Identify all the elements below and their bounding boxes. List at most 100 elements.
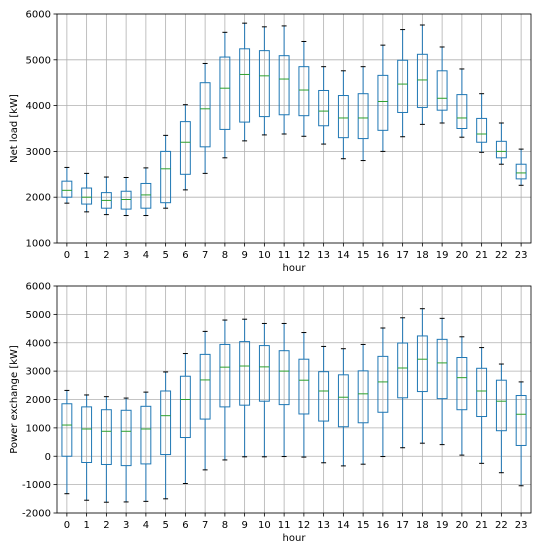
box-0 bbox=[61, 389, 73, 495]
x-tick-label: 3 bbox=[123, 520, 129, 531]
x-tick-label: 7 bbox=[202, 250, 208, 261]
x-tick-label: 0 bbox=[64, 250, 70, 261]
box-iqr bbox=[199, 353, 211, 420]
box-iqr bbox=[160, 150, 172, 204]
box-8 bbox=[219, 319, 231, 461]
box-20 bbox=[456, 68, 468, 138]
box-iqr bbox=[337, 374, 349, 428]
x-tick-label: 15 bbox=[357, 520, 370, 531]
x-tick-label: 21 bbox=[475, 520, 488, 531]
box-0 bbox=[61, 166, 73, 204]
x-tick-label: 3 bbox=[123, 250, 129, 261]
x-tick-label: 22 bbox=[495, 250, 508, 261]
box-2 bbox=[100, 176, 112, 216]
x-tick-label: 9 bbox=[241, 520, 247, 531]
x-tick-label: 19 bbox=[436, 520, 449, 531]
box-18 bbox=[416, 308, 428, 444]
box-21 bbox=[476, 93, 488, 153]
box-iqr bbox=[416, 53, 428, 108]
box-iqr bbox=[515, 163, 527, 180]
box-16 bbox=[377, 44, 389, 152]
box-1 bbox=[81, 394, 93, 501]
box-iqr bbox=[120, 190, 132, 210]
box-iqr bbox=[278, 55, 290, 116]
box-23 bbox=[515, 148, 527, 186]
x-tick-label: 2 bbox=[103, 520, 109, 531]
x-tick-label: 18 bbox=[416, 250, 429, 261]
y-tick-label: -2000 bbox=[22, 509, 51, 520]
box-10 bbox=[258, 322, 270, 458]
box-iqr bbox=[495, 140, 507, 159]
box-iqr bbox=[318, 371, 330, 422]
x-tick-label: 4 bbox=[143, 520, 149, 531]
x-tick-label: 9 bbox=[241, 250, 247, 261]
box-iqr bbox=[219, 56, 231, 130]
box-iqr bbox=[140, 182, 152, 209]
box-17 bbox=[397, 317, 409, 449]
box-iqr bbox=[416, 335, 428, 393]
y-tick-label: -1000 bbox=[22, 480, 51, 491]
box-iqr bbox=[258, 345, 270, 402]
x-tick-label: 23 bbox=[515, 250, 528, 261]
x-tick-label: 18 bbox=[416, 520, 429, 531]
box-iqr bbox=[318, 89, 330, 127]
box-iqr bbox=[100, 409, 112, 465]
y-tick-label: 0 bbox=[45, 452, 51, 463]
box-iqr bbox=[298, 358, 310, 415]
x-tick-label: 1 bbox=[83, 250, 89, 261]
box-8 bbox=[219, 31, 231, 159]
x-axis-label: hour bbox=[283, 533, 307, 544]
box-iqr bbox=[436, 70, 448, 111]
box-iqr bbox=[495, 379, 507, 432]
box-iqr bbox=[357, 370, 369, 424]
box-6 bbox=[179, 353, 191, 484]
box-iqr bbox=[61, 180, 73, 198]
x-axis-label: hour bbox=[283, 263, 307, 274]
box-2 bbox=[100, 396, 112, 503]
x-tick-label: 20 bbox=[456, 520, 469, 531]
box-iqr bbox=[120, 409, 132, 467]
y-tick-label: 5000 bbox=[26, 310, 51, 321]
x-tick-label: 1 bbox=[83, 520, 89, 531]
box-iqr bbox=[456, 94, 468, 129]
y-tick-label: 2000 bbox=[26, 193, 51, 204]
box-iqr bbox=[298, 66, 310, 117]
box-iqr bbox=[219, 343, 231, 408]
x-tick-label: 19 bbox=[436, 250, 449, 261]
y-tick-label: 6000 bbox=[26, 10, 51, 21]
box-7 bbox=[199, 62, 211, 174]
box-5 bbox=[160, 371, 172, 500]
box-3 bbox=[120, 177, 132, 217]
box-23 bbox=[515, 381, 527, 487]
x-tick-label: 13 bbox=[317, 250, 330, 261]
y-tick-label: 6000 bbox=[26, 282, 51, 293]
x-tick-label: 0 bbox=[64, 520, 70, 531]
x-tick-label: 17 bbox=[396, 250, 409, 261]
box-iqr bbox=[160, 390, 172, 456]
box-20 bbox=[456, 336, 468, 456]
y-tick-label: 5000 bbox=[26, 55, 51, 66]
box-iqr bbox=[199, 82, 211, 148]
box-iqr bbox=[61, 403, 73, 457]
x-tick-label: 17 bbox=[396, 520, 409, 531]
y-axis-label: Net load [kW] bbox=[9, 94, 20, 163]
y-tick-label: 4000 bbox=[26, 101, 51, 112]
box-iqr bbox=[377, 355, 389, 413]
x-tick-label: 5 bbox=[162, 250, 168, 261]
box-19 bbox=[436, 46, 448, 124]
x-tick-label: 22 bbox=[495, 520, 508, 531]
y-tick-label: 3000 bbox=[26, 367, 51, 378]
box-22 bbox=[495, 363, 507, 474]
box-10 bbox=[258, 26, 270, 136]
x-tick-label: 10 bbox=[258, 520, 271, 531]
box-11 bbox=[278, 25, 290, 135]
box-iqr bbox=[377, 74, 389, 131]
box-4 bbox=[140, 391, 152, 502]
box-iqr bbox=[258, 50, 270, 118]
y-tick-label: 1000 bbox=[26, 239, 51, 250]
box-iqr bbox=[179, 121, 191, 175]
x-tick-label: 15 bbox=[357, 250, 370, 261]
